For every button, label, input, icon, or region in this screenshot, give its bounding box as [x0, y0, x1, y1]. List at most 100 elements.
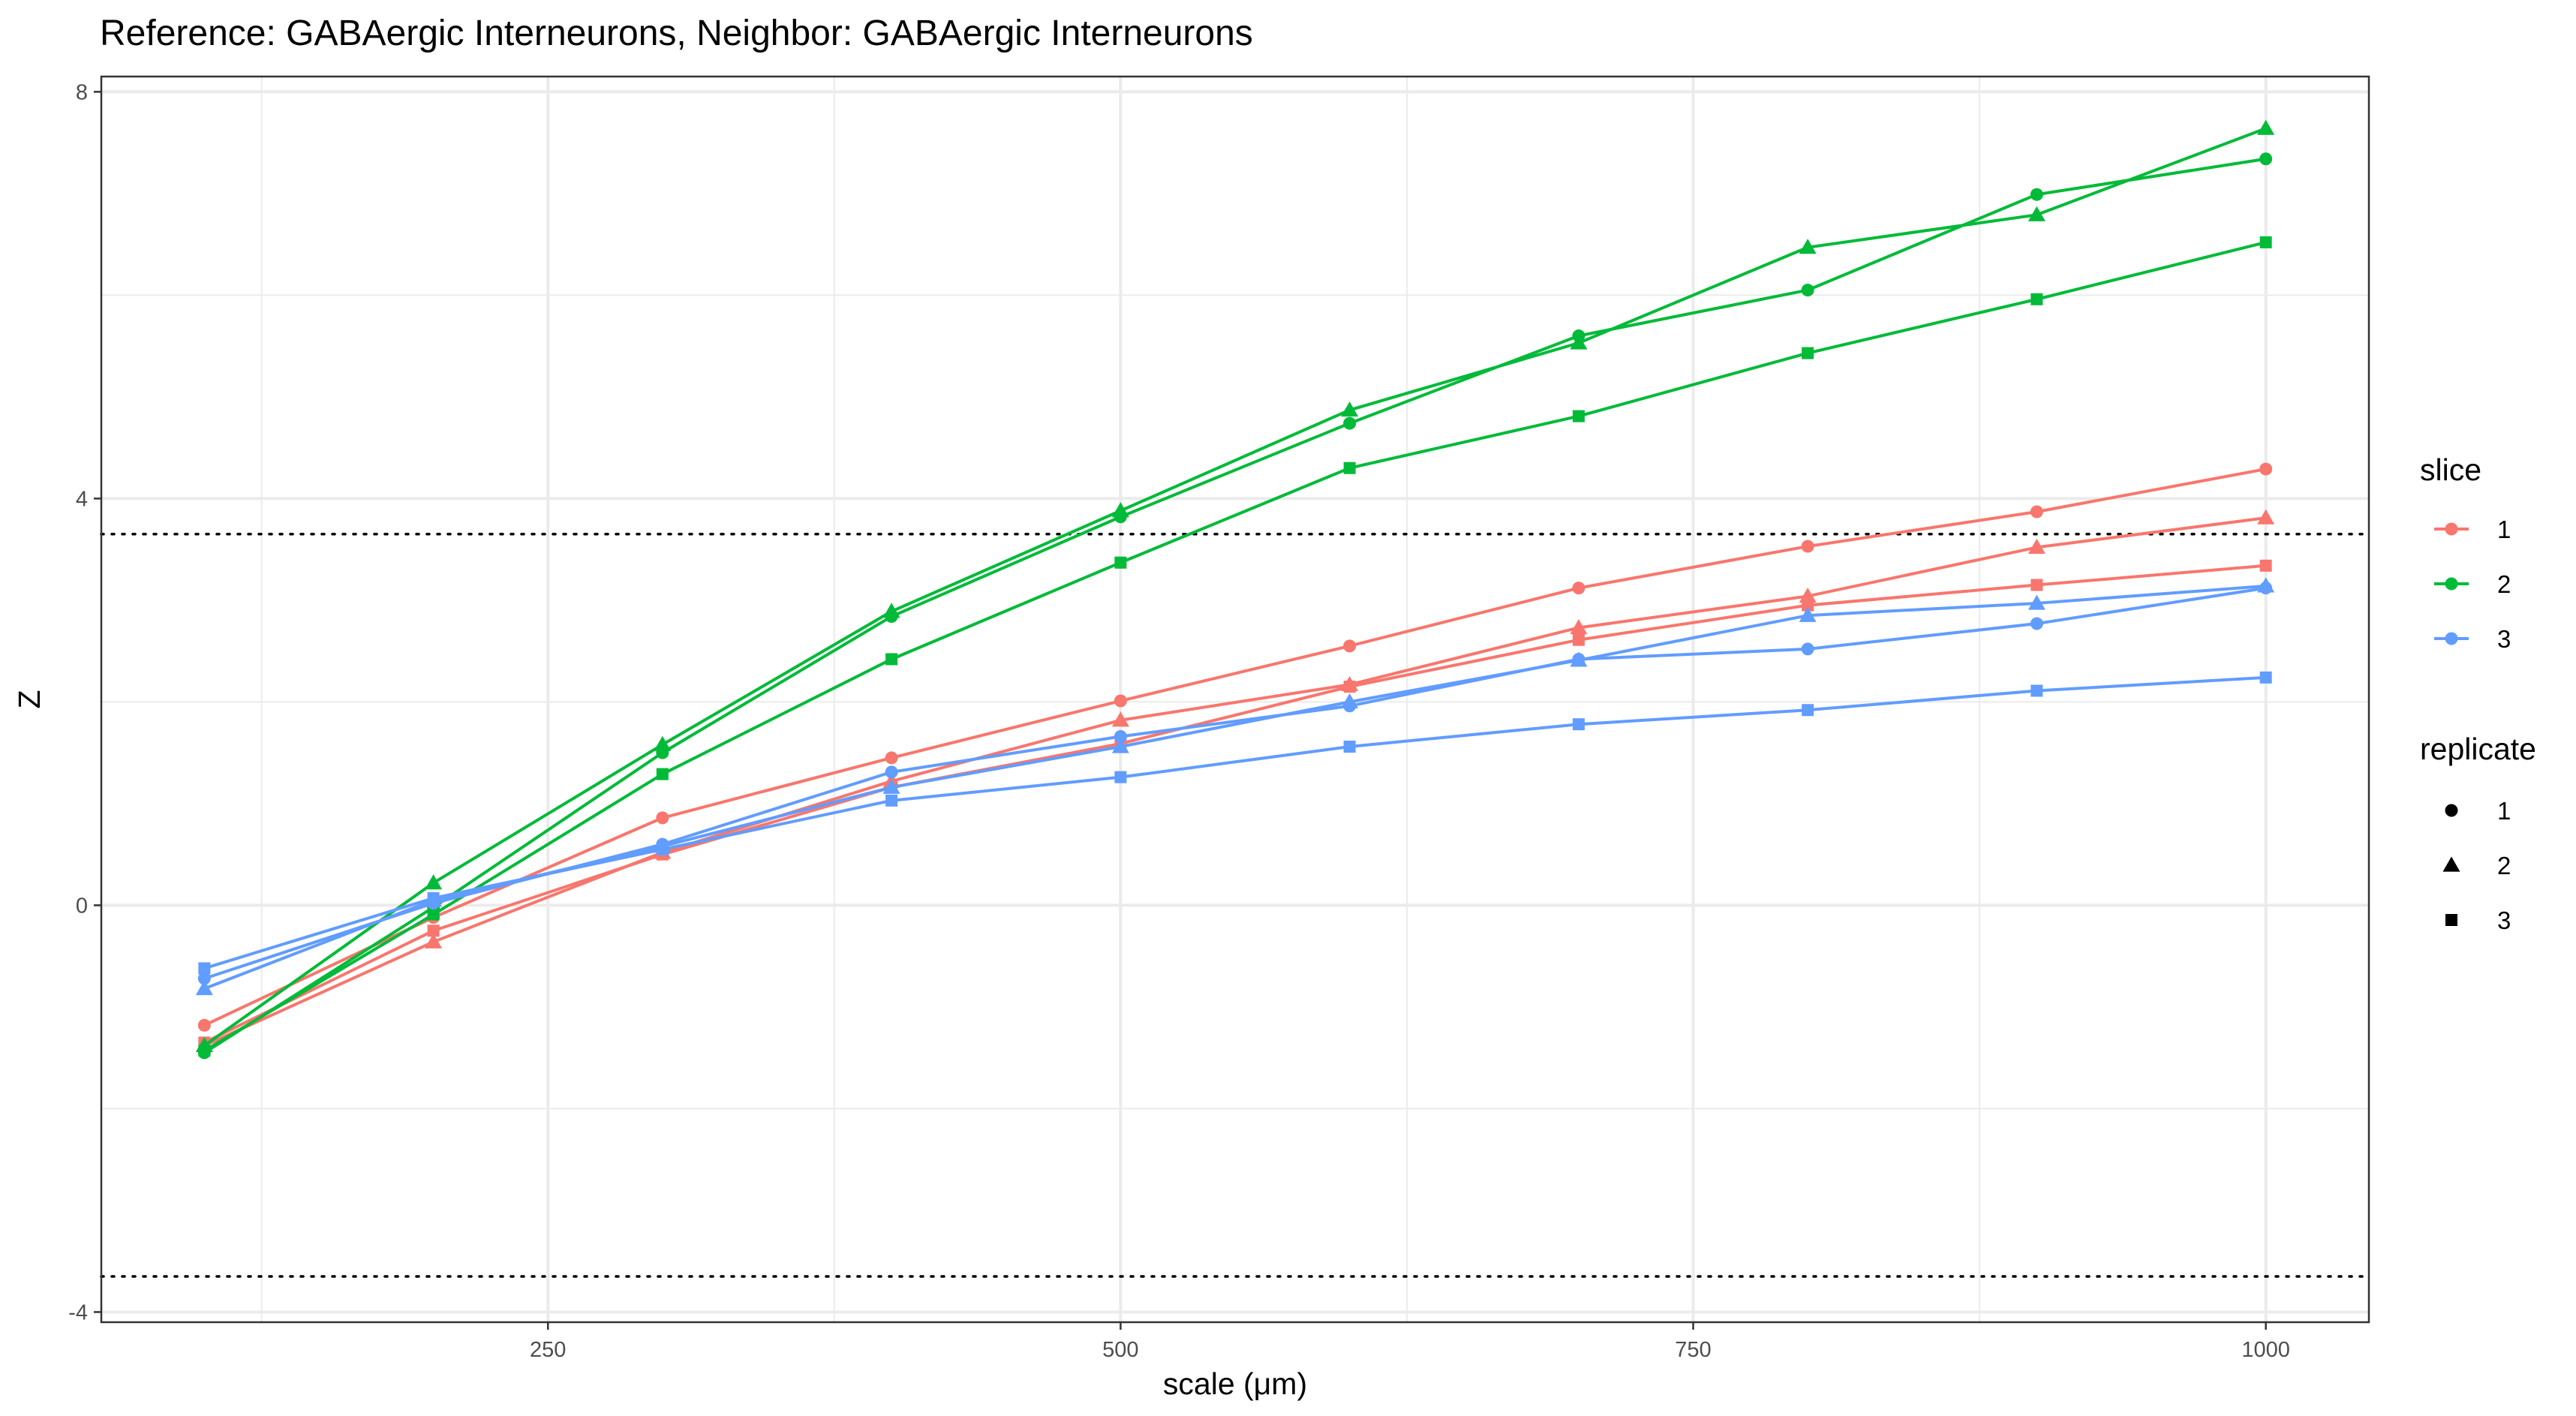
data-point	[197, 972, 211, 985]
data-point	[1570, 651, 1588, 667]
data-point	[2030, 505, 2043, 519]
data-point	[2259, 671, 2272, 684]
legend-key-marker	[2445, 577, 2458, 591]
data-point	[885, 751, 898, 765]
legend-slice-label: 2	[2497, 570, 2511, 598]
y-tick-label: 0	[76, 894, 88, 918]
data-point	[2030, 617, 2043, 630]
legend-slice-label: 1	[2497, 516, 2511, 543]
legend-replicate-3: 3	[2445, 906, 2511, 934]
series-slice-1-replicate-1	[197, 462, 2273, 1032]
data-point	[1111, 711, 1129, 727]
legend-key-marker	[2442, 856, 2460, 872]
data-point	[427, 924, 440, 937]
data-point	[2030, 684, 2043, 697]
data-point	[1572, 582, 1586, 595]
data-point	[1343, 461, 1356, 474]
data-point	[1343, 416, 1357, 430]
legend-replicate-1: 1	[2445, 797, 2511, 825]
y-axis-title: Z	[12, 690, 47, 708]
data-point	[1801, 284, 1814, 297]
series-slice-2-replicate-2	[195, 119, 2275, 1053]
y-tick-label: -4	[68, 1300, 88, 1324]
data-point	[2259, 559, 2272, 572]
data-point	[425, 874, 443, 890]
data-point	[1801, 642, 1814, 656]
data-point	[654, 735, 672, 751]
x-tick-label: 750	[1675, 1338, 1711, 1362]
data-point	[2027, 538, 2045, 555]
series-slice-3-replicate-3	[198, 671, 2272, 975]
legend-key-marker	[2445, 632, 2458, 645]
data-point	[2030, 293, 2043, 305]
legend-replicate-2: 2	[2442, 852, 2511, 879]
data-point	[656, 811, 669, 825]
data-point	[885, 794, 898, 807]
legend-slice-1: 1	[2434, 516, 2511, 543]
series-line	[203, 157, 2266, 1054]
data-point	[1799, 606, 1817, 622]
series-line	[203, 240, 2267, 1052]
data-point	[2257, 509, 2275, 525]
data-point	[1341, 693, 1359, 709]
x-tick-label: 1000	[2241, 1338, 2290, 1362]
data-point	[882, 778, 900, 794]
data-point	[1343, 681, 1356, 693]
data-point	[197, 1018, 211, 1032]
series-line	[203, 675, 2266, 970]
data-point	[427, 891, 440, 904]
x-tick-label: 500	[1102, 1338, 1138, 1362]
data-point	[425, 933, 443, 949]
data-point	[1111, 502, 1129, 518]
data-point	[2259, 236, 2272, 248]
data-point	[1570, 334, 1588, 350]
data-point	[198, 962, 211, 975]
data-point	[1114, 729, 1127, 743]
data-point	[656, 768, 669, 780]
reference-lines	[100, 533, 2370, 1278]
data-point	[1114, 771, 1127, 783]
data-point	[1572, 410, 1585, 422]
series-slice-2-replicate-3	[198, 236, 2272, 1057]
legend-replicate-label: 2	[2497, 852, 2511, 879]
legend-slice-3: 3	[2434, 625, 2511, 653]
data-point	[1799, 587, 1817, 603]
series-group	[195, 119, 2275, 1060]
data-point	[2257, 119, 2275, 135]
legend-slice-title: slice	[2420, 452, 2481, 487]
legend-replicate-title: replicate	[2420, 732, 2536, 766]
series-line	[203, 127, 2267, 1048]
data-point	[198, 1045, 211, 1057]
data-point	[1343, 639, 1357, 653]
data-point	[1572, 633, 1585, 646]
data-point	[1570, 618, 1588, 635]
legend-key-marker	[2445, 522, 2458, 536]
data-point	[2259, 152, 2273, 166]
data-point	[1572, 718, 1585, 731]
data-point	[427, 908, 440, 921]
data-point	[1802, 599, 1814, 612]
legend-key-marker	[2445, 914, 2457, 926]
x-tick-label: 250	[530, 1338, 566, 1362]
series-line	[203, 564, 2266, 1045]
data-point	[885, 765, 898, 779]
legend-key-marker	[2445, 804, 2458, 817]
legend-replicate-label: 1	[2497, 797, 2511, 825]
data-point	[1343, 741, 1356, 753]
x-axis-title: scale (μm)	[1163, 1366, 1307, 1401]
data-point	[1341, 401, 1359, 417]
data-point	[1799, 239, 1817, 254]
legend-replicate-label: 3	[2497, 906, 2511, 934]
data-point	[2027, 594, 2045, 610]
legend: slice replicate 1 2 3 1 2 3	[2420, 452, 2536, 934]
data-point	[2259, 462, 2273, 476]
data-point	[1114, 556, 1127, 569]
data-point	[195, 980, 213, 996]
data-point	[1802, 704, 1814, 717]
y-axis: -4 0 4 8	[68, 80, 101, 1324]
y-tick-label: 4	[76, 487, 88, 511]
data-point	[2257, 577, 2275, 593]
legend-slice-label: 3	[2497, 625, 2511, 653]
